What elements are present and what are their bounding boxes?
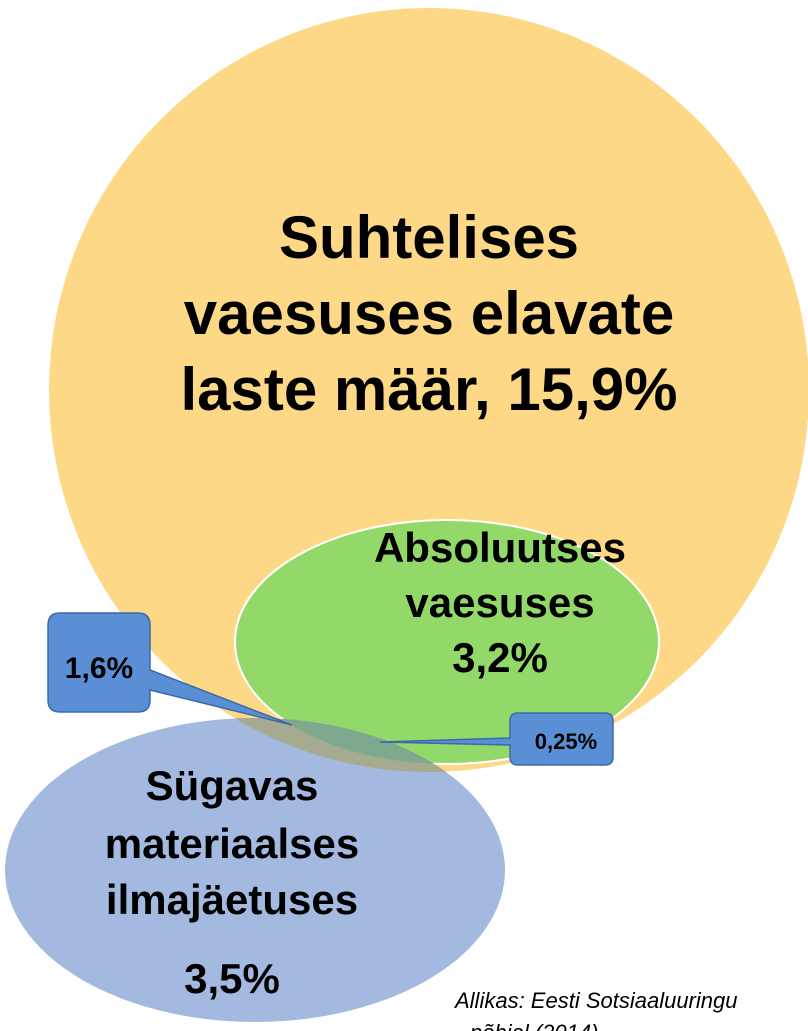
callout-label: 0,25% (535, 729, 597, 754)
deprivation-ellipse (5, 718, 505, 1022)
relative-label: vaesuses elavate (184, 280, 674, 347)
absolute-poverty-ellipse (234, 519, 660, 765)
callout-box (379, 712, 614, 766)
source-text: põhjal (2014) (469, 1020, 598, 1031)
deprivation-value: 3,5% (184, 955, 280, 1002)
callout-label: 1,6% (65, 652, 133, 685)
relative-label: laste määr, 15,9% (180, 356, 677, 423)
deprivation-label: ilmajäetuses (106, 876, 358, 923)
absolute-label: 3,2% (452, 634, 548, 681)
deprivation-label: materiaalses (105, 820, 360, 867)
source-text: Allikas: Eesti Sotsiaaluuringu (453, 988, 737, 1013)
callout-box (47, 612, 293, 726)
absolute-label: Absoluutses (374, 524, 626, 571)
relative-label: Suhtelises (279, 204, 579, 271)
absolute-label: vaesuses (405, 579, 594, 626)
deprivation-label: Sügavas (146, 762, 319, 809)
